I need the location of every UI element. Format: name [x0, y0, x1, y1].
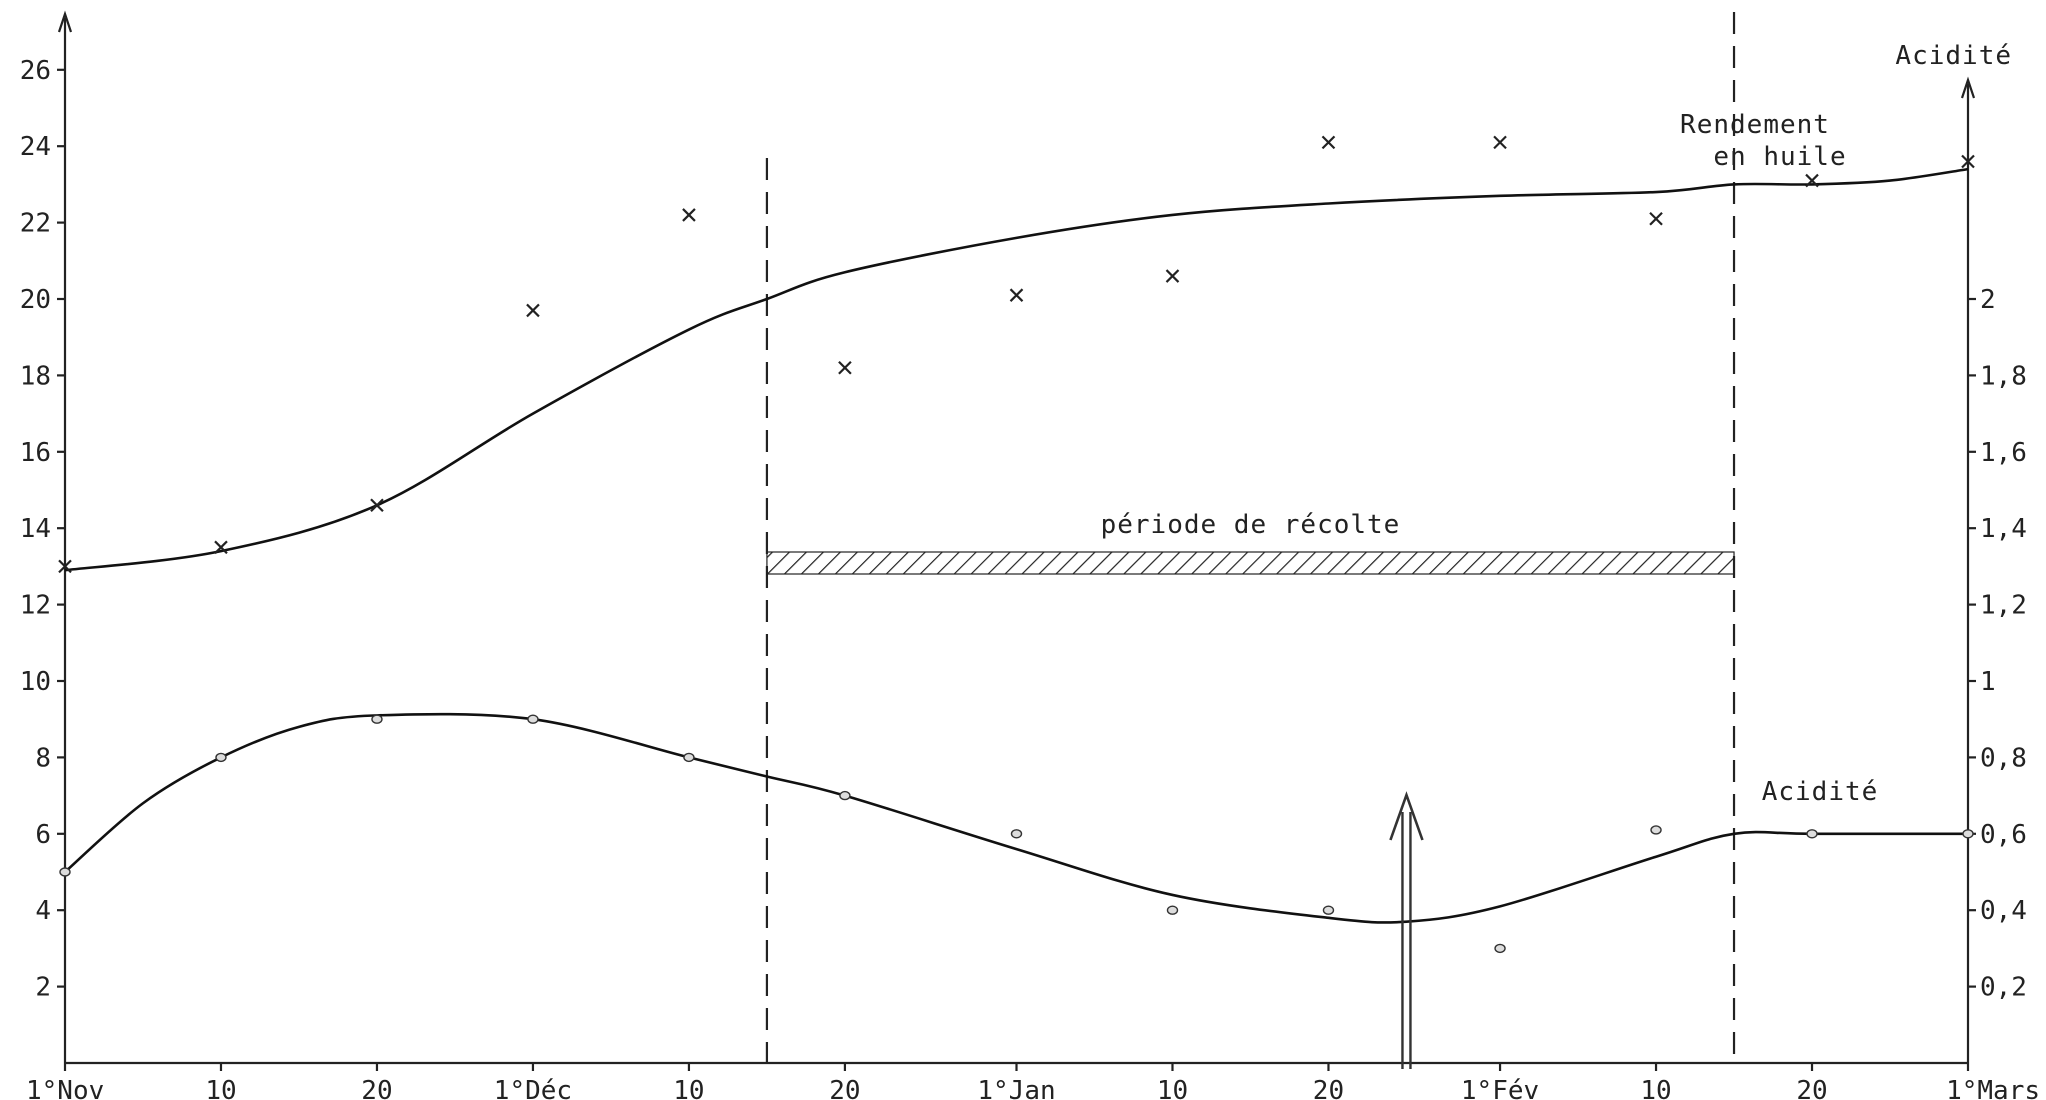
- acidity-point: [1650, 825, 1662, 835]
- x-tick-label: 1°Nov: [26, 1076, 104, 1100]
- data-points: [58, 135, 1975, 954]
- acidity-point: [839, 790, 851, 801]
- left-tick-label: 4: [35, 896, 51, 926]
- yield-point: [1165, 269, 1180, 283]
- acidity-point: [1166, 905, 1179, 915]
- acidity-point: [1010, 829, 1023, 839]
- acidity-trend-curve: [64, 712, 1968, 924]
- x-tick-label: 1°Mars: [1946, 1076, 2040, 1100]
- left-tick-label: 12: [20, 591, 51, 621]
- right-tick-label: 1,8: [1980, 361, 2027, 391]
- yield-point-stroke: [1009, 288, 1024, 302]
- yield-series-label-line2: en huile: [1713, 142, 1846, 172]
- yield-point-stroke: [1649, 212, 1663, 226]
- harvest-period-region: [765, 12, 1736, 1063]
- acidity-point: [1494, 943, 1506, 954]
- x-tick-label: 10: [1157, 1076, 1188, 1100]
- yield-point: [1961, 154, 1975, 169]
- right-tick-label: 0,6: [1980, 820, 2027, 850]
- yield-point: [1009, 288, 1024, 302]
- yield-point: [1649, 212, 1663, 226]
- yield-point-stroke: [682, 208, 696, 222]
- x-tick-label: 1°Jan: [977, 1076, 1055, 1100]
- yield-trend-curve: [64, 167, 1969, 572]
- acidity-point: [371, 714, 383, 724]
- harvest-period-label: période de récolte: [1101, 510, 1401, 540]
- yield-series-label-line1: Rendement: [1680, 110, 1830, 140]
- x-tick-label: 20: [1313, 1076, 1344, 1100]
- x-tick-label: 10: [1640, 1076, 1671, 1100]
- right-y-axis-arrow: [1960, 76, 1976, 99]
- yield-point: [1493, 135, 1507, 150]
- acidity-point: [59, 867, 71, 877]
- left-tick-label: 18: [20, 361, 51, 391]
- yield-point-stroke: [58, 559, 72, 574]
- left-tick-label: 2: [35, 973, 51, 1003]
- right-tick-label: 1,2: [1980, 591, 2027, 621]
- x-tick-label: 10: [673, 1076, 704, 1100]
- left-tick-label: 26: [20, 56, 51, 86]
- yield-point: [1805, 173, 1819, 188]
- yield-point-stroke: [1961, 154, 1975, 169]
- yield-point: [1321, 135, 1336, 150]
- yield-point: [682, 208, 696, 222]
- left-tick-label: 6: [35, 820, 51, 850]
- x-tick-label: 10: [205, 1076, 236, 1100]
- right-tick-label: 0,8: [1980, 743, 2027, 773]
- acidity-point: [1806, 829, 1818, 839]
- acidity-point: [683, 752, 695, 763]
- left-tick-label: 8: [35, 743, 51, 773]
- axes: [57, 10, 1976, 1071]
- acidity-point: [1962, 829, 1974, 839]
- yield-point: [214, 540, 228, 555]
- acidity-series-label: Acidité: [1762, 777, 1879, 807]
- acidity-point: [215, 752, 227, 763]
- chart-labels: 24681012141618202224260,20,40,60,811,21,…: [20, 41, 2040, 1100]
- trend-curves: [64, 167, 1969, 924]
- right-tick-label: 2: [1980, 285, 1996, 315]
- yield-point: [838, 360, 852, 375]
- x-tick-label: 20: [829, 1076, 860, 1100]
- yield-point: [526, 303, 540, 318]
- left-tick-label: 22: [20, 209, 51, 239]
- left-tick-label: 20: [20, 285, 51, 315]
- yield-point-stroke: [1321, 135, 1336, 150]
- arrow-head: [1389, 791, 1424, 841]
- right-tick-label: 0,2: [1980, 973, 2027, 1003]
- x-tick-label: 20: [361, 1076, 392, 1100]
- left-y-axis-arrow: [57, 10, 73, 33]
- yield-point-stroke: [214, 540, 228, 555]
- yield-point: [370, 498, 384, 513]
- left-tick-label: 16: [20, 438, 51, 468]
- yield-point-stroke: [1165, 269, 1180, 283]
- harvest-hatched-bar: [766, 551, 1735, 575]
- right-tick-label: 1,4: [1980, 514, 2027, 544]
- left-tick-label: 10: [20, 667, 51, 697]
- acidity-point: [1322, 905, 1335, 915]
- yield-point-stroke: [370, 498, 384, 513]
- yield-point-stroke: [526, 303, 540, 318]
- yield-point-stroke: [1493, 135, 1507, 150]
- yield-point-stroke: [1805, 173, 1819, 188]
- x-tick-label: 1°Fév: [1461, 1076, 1539, 1100]
- yield-point: [58, 559, 72, 574]
- x-tick-label: 20: [1796, 1076, 1827, 1100]
- minimum-acidity-arrow: [1389, 791, 1424, 1069]
- left-tick-label: 14: [20, 514, 51, 544]
- left-tick-label: 24: [20, 132, 51, 162]
- acidity-point: [527, 714, 539, 724]
- right-tick-label: 1: [1980, 667, 1996, 697]
- right-axis-title: Acidité: [1895, 41, 2012, 71]
- yield-point-stroke: [838, 360, 852, 375]
- right-tick-label: 0,4: [1980, 896, 2027, 926]
- x-tick-label: 1°Déc: [494, 1076, 572, 1100]
- right-tick-label: 1,6: [1980, 438, 2027, 468]
